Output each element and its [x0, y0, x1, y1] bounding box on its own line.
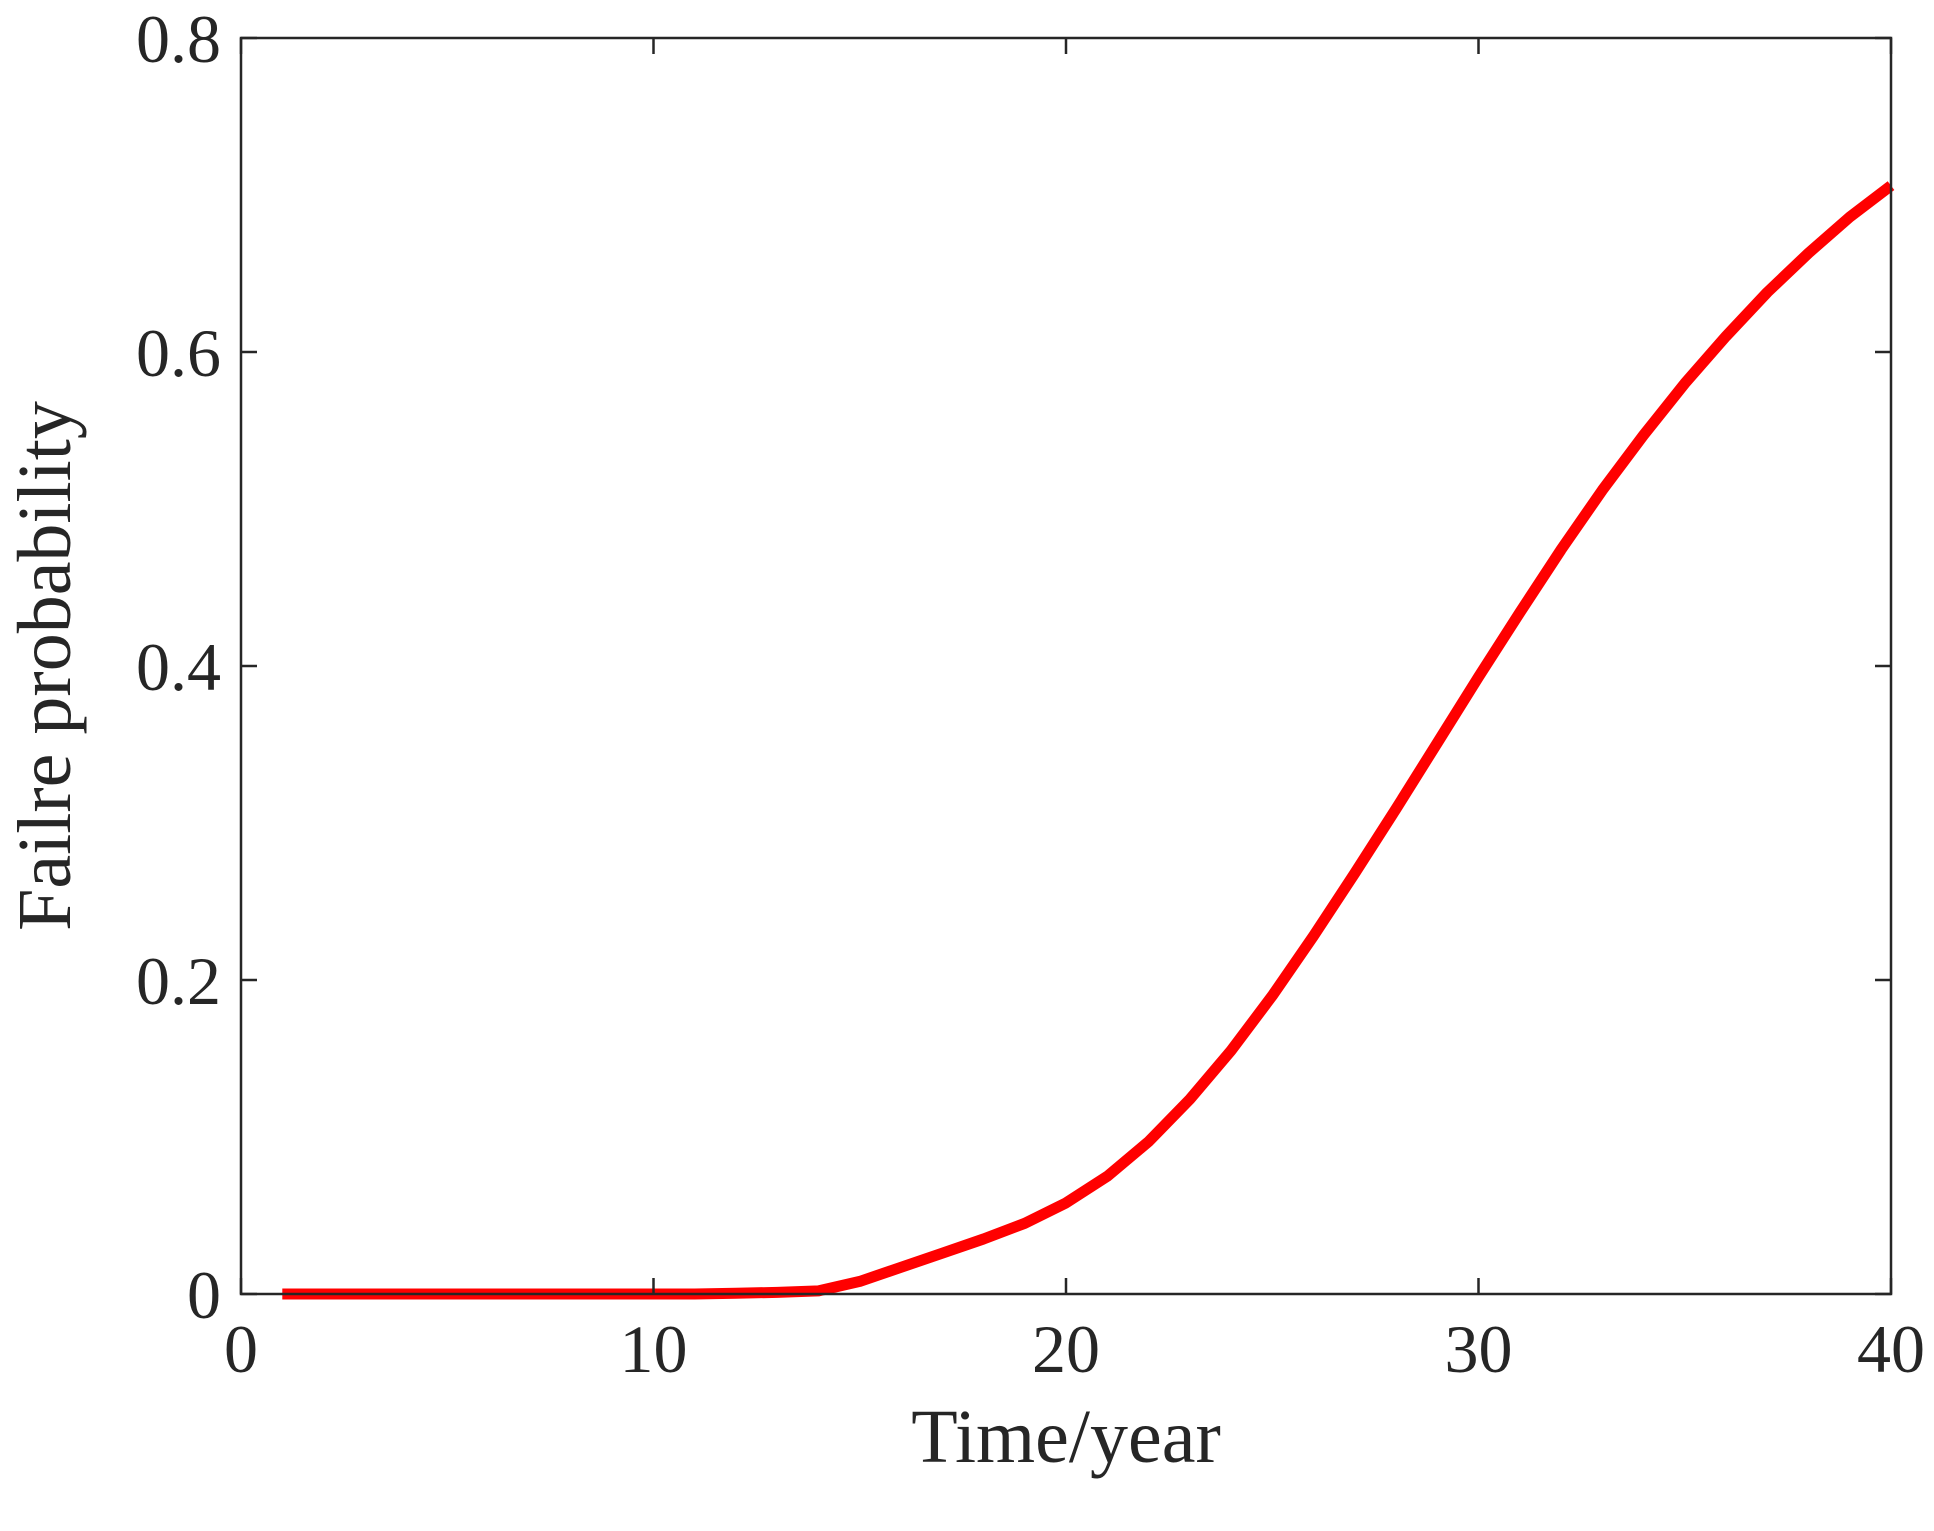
axis-labels: Time/year Failre probability [3, 401, 1221, 1479]
x-tick-label: 30 [1445, 1311, 1513, 1387]
x-tick-label: 40 [1857, 1311, 1925, 1387]
y-tick-label: 0.4 [136, 629, 221, 705]
y-tick-label: 0.8 [136, 1, 221, 77]
y-axis-label: Failre probability [3, 401, 87, 931]
x-tick-label: 0 [224, 1311, 258, 1387]
y-tick-label: 0.6 [136, 315, 221, 391]
y-tick-label: 0 [187, 1257, 221, 1333]
x-tick-label: 10 [620, 1311, 688, 1387]
x-axis-label: Time/year [911, 1395, 1221, 1479]
axes: 0 10 20 30 40 0 0.2 0.4 0.6 0.8 [136, 1, 1925, 1387]
x-tick-label: 20 [1032, 1311, 1100, 1387]
y-tick-label: 0.2 [136, 943, 221, 1019]
